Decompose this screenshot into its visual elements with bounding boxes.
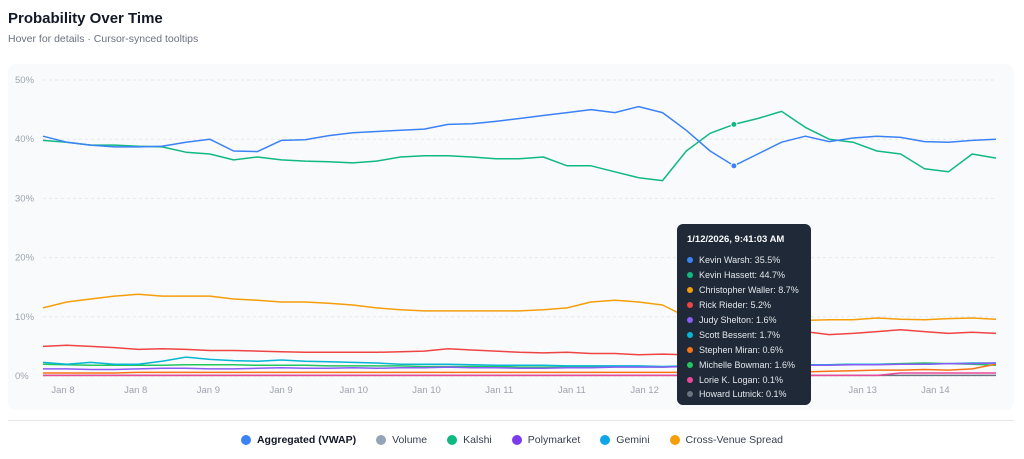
tooltip-label: Rick Rieder: 5.2% <box>699 300 772 311</box>
venue-legend: Aggregated (VWAP) Volume Kalshi Polymarket G… <box>0 434 1024 446</box>
legend-item-kalshi[interactable]: Kalshi <box>447 434 492 446</box>
tooltip-dot <box>687 287 693 294</box>
tooltip-row: Kevin Warsh: 35.5% <box>687 253 801 268</box>
tooltip-dot <box>687 376 693 383</box>
legend-dot <box>511 435 522 445</box>
legend-item-polymarket[interactable]: Polymarket <box>511 434 581 446</box>
tooltip-label: Christopher Waller: 8.7% <box>699 285 799 296</box>
tooltip-row: Kevin Hassett: 44.7% <box>687 268 801 283</box>
series-line-judy-shelton <box>43 362 997 371</box>
legend-label: Cross-Venue Spread <box>685 434 784 446</box>
legend-label: Aggregated (VWAP) <box>256 434 357 446</box>
tooltip-label: Kevin Warsh: 35.5% <box>699 255 781 266</box>
tooltip-dot <box>687 391 693 398</box>
y-tick-label: 30% <box>15 193 35 204</box>
tooltip-label: Kevin Hassett: 44.7% <box>699 270 786 281</box>
legend-label: Volume <box>392 434 428 446</box>
tooltip-row: Stephen Miran: 0.6% <box>687 342 801 357</box>
legend-dot <box>669 435 680 445</box>
y-tick-label: 20% <box>15 253 35 264</box>
tooltip-dot <box>687 361 693 368</box>
series-line-christopher-waller <box>42 293 997 327</box>
series-lines <box>42 105 997 377</box>
tooltip-dot <box>687 272 693 279</box>
tooltip-row: Howard Lutnick: 0.1% <box>687 387 801 402</box>
x-tick-label: Jan 8 <box>51 385 74 396</box>
x-tick-label: Jan 12 <box>630 385 659 396</box>
hover-point <box>730 120 738 128</box>
tooltip-row: Michelle Bowman: 1.6% <box>687 357 801 372</box>
tooltip-timestamp: 1/12/2026, 9:41:03 AM <box>687 234 785 245</box>
page-subtitle: Hover for details · Cursor-synced toolti… <box>8 33 199 45</box>
legend-item-aggregated-vwap[interactable]: Aggregated (VWAP) <box>240 434 357 446</box>
legend-divider <box>8 420 1014 421</box>
tooltip-label: Howard Lutnick: 0.1% <box>699 389 787 400</box>
x-tick-label: Jan 10 <box>340 385 369 396</box>
x-tick-label: Jan 9 <box>197 385 220 396</box>
tooltip-dot <box>687 346 693 353</box>
series-line-kevin-warsh <box>42 105 997 167</box>
x-tick-label: Jan 9 <box>269 385 292 396</box>
tooltip-row: Scott Bessent: 1.7% <box>687 327 801 342</box>
x-tick-label: Jan 14 <box>921 385 950 396</box>
series-line-rick-rieder <box>42 329 997 357</box>
tooltip-row: Christopher Waller: 8.7% <box>687 283 801 298</box>
legend-dot <box>600 435 611 445</box>
x-tick-label: Jan 10 <box>412 385 441 396</box>
tooltip-label: Stephen Miran: 0.6% <box>699 344 784 355</box>
hover-tooltip: 1/12/2026, 9:41:03 AM Kevin Warsh: 35.5%… <box>677 224 811 405</box>
tooltip-row: Rick Rieder: 5.2% <box>687 298 801 313</box>
y-axis-ticks: 0% 10% 20% 30% 40% 50% <box>15 75 35 382</box>
tooltip-rows: Kevin Warsh: 35.5% Kevin Hassett: 44.7% Ch… <box>687 253 801 402</box>
x-tick-label: Jan 11 <box>485 385 513 396</box>
tooltip-label: Judy Shelton: 1.6% <box>699 315 777 325</box>
chart-grid <box>43 79 996 377</box>
legend-item-gemini[interactable]: Gemini <box>600 434 650 446</box>
legend-label: Kalshi <box>463 434 492 446</box>
tooltip-dot <box>687 331 693 338</box>
legend-dot <box>240 435 251 445</box>
legend-dot <box>447 435 458 445</box>
hover-point <box>730 162 738 170</box>
tooltip-dot <box>687 302 693 309</box>
tooltip-label: Michelle Bowman: 1.6% <box>699 359 796 370</box>
tooltip-label: Scott Bessent: 1.7% <box>699 329 781 340</box>
x-axis-ticks: Jan 8 Jan 8 Jan 9 Jan 9 Jan 10 Jan 10 Jan 11 Ja… <box>51 385 949 396</box>
series-line-kevin-hassett <box>42 110 997 182</box>
y-tick-label: 50% <box>15 75 35 86</box>
tooltip-row: Judy Shelton: 1.6% <box>687 313 801 328</box>
legend-item-cross-venue-spread[interactable]: Cross-Venue Spread <box>669 434 784 446</box>
legend-dot <box>376 435 387 445</box>
tooltip-dot <box>687 257 693 264</box>
tooltip-row: Lorie K. Logan: 0.1% <box>687 372 801 387</box>
legend-item-volume[interactable]: Volume <box>376 434 427 446</box>
y-tick-label: 40% <box>15 134 35 145</box>
legend-label: Gemini <box>616 434 650 446</box>
tooltip-label: Lorie K. Logan: 0.1% <box>699 374 784 385</box>
series-line-lorie-k-logan <box>43 372 996 377</box>
tooltip-dot <box>687 317 693 323</box>
page-title: Probability Over Time <box>8 10 163 27</box>
x-tick-label: Jan 13 <box>848 385 877 396</box>
legend-label: Polymarket <box>527 434 581 446</box>
x-tick-label: Jan 8 <box>124 385 147 396</box>
series-line-stephen-miran <box>43 363 997 374</box>
y-tick-label: 10% <box>15 312 35 323</box>
hover-markers <box>730 120 738 170</box>
x-tick-label: Jan 11 <box>558 385 586 396</box>
y-tick-label: 0% <box>15 371 29 382</box>
